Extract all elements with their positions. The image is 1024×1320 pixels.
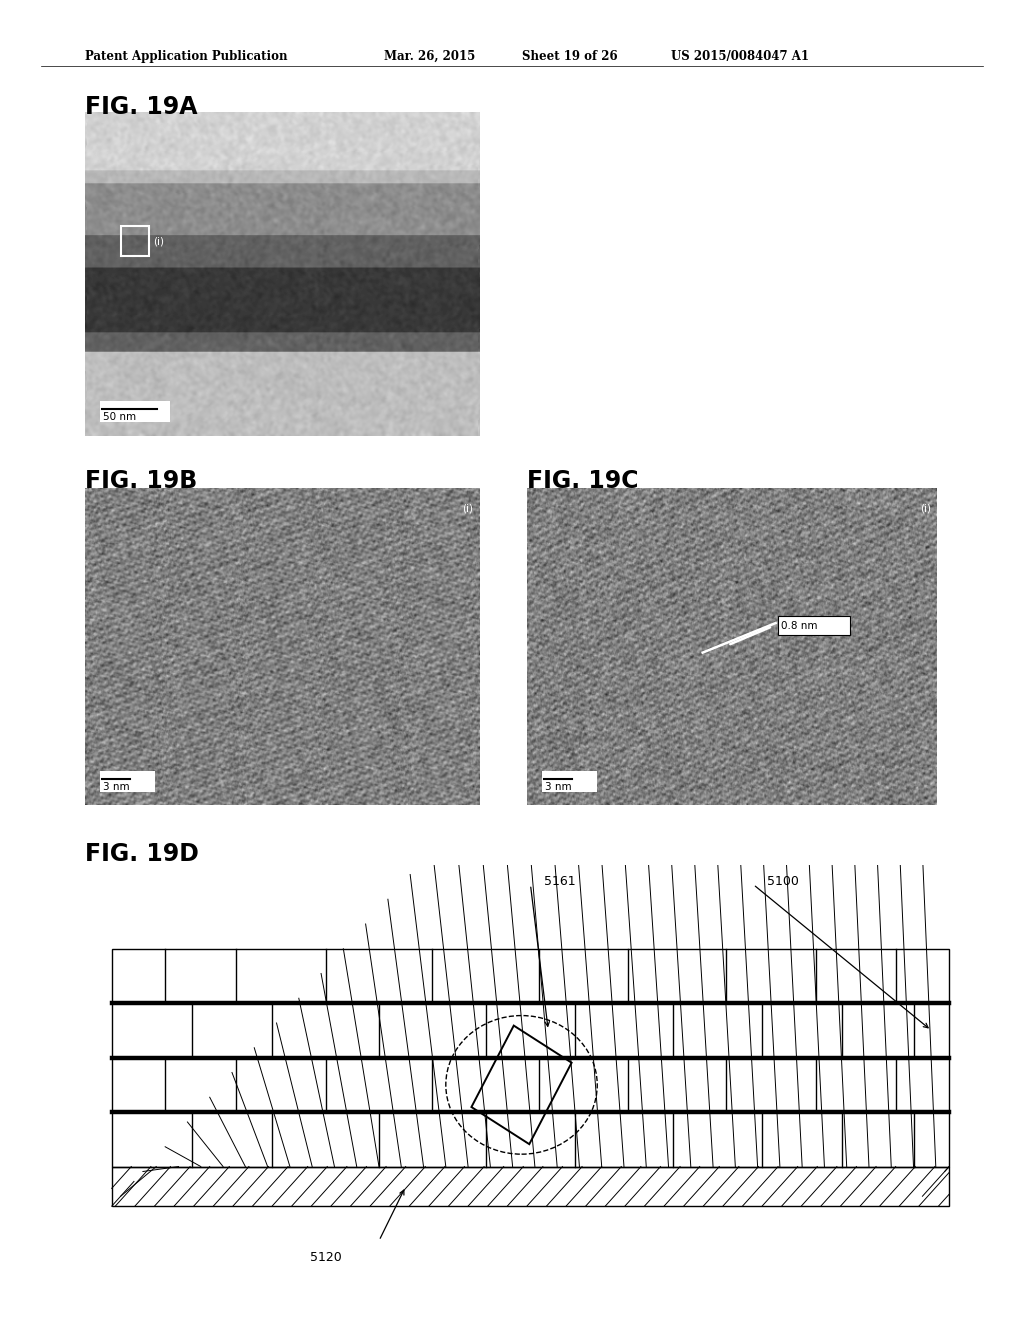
Text: Sheet 19 of 26: Sheet 19 of 26	[522, 50, 617, 63]
Text: 5161: 5161	[544, 875, 575, 888]
Bar	[542, 771, 597, 792]
Text: (i): (i)	[154, 236, 164, 246]
Text: (i): (i)	[463, 504, 473, 513]
Text: FIG. 19D: FIG. 19D	[85, 842, 199, 866]
Text: 3 nm: 3 nm	[545, 781, 571, 792]
Text: 50 nm: 50 nm	[102, 412, 136, 421]
Text: FIG. 19B: FIG. 19B	[85, 469, 198, 492]
Text: FIG. 19C: FIG. 19C	[527, 469, 639, 492]
Bar	[99, 400, 170, 422]
Text: 3 nm: 3 nm	[102, 781, 129, 792]
Text: Mar. 26, 2015: Mar. 26, 2015	[384, 50, 475, 63]
Text: 5120: 5120	[309, 1251, 341, 1263]
Text: FIG. 19A: FIG. 19A	[85, 95, 198, 119]
Bar	[112, 1167, 949, 1206]
Bar	[777, 615, 850, 635]
Text: 5100: 5100	[767, 875, 799, 888]
Text: (i): (i)	[921, 504, 932, 513]
Text: Patent Application Publication: Patent Application Publication	[85, 50, 288, 63]
Bar	[112, 949, 949, 1167]
Text: US 2015/0084047 A1: US 2015/0084047 A1	[671, 50, 809, 63]
Text: 0.8 nm: 0.8 nm	[780, 622, 817, 631]
Bar	[99, 771, 156, 792]
Bar	[121, 226, 150, 256]
